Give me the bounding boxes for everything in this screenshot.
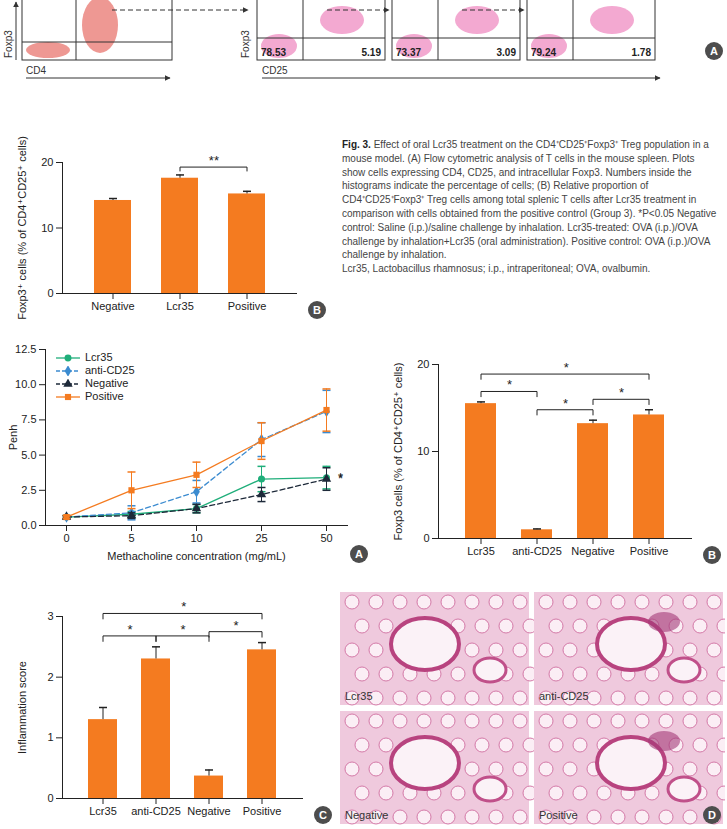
svg-text:Lcr35: Lcr35 — [345, 690, 373, 702]
svg-text:0: 0 — [47, 287, 53, 299]
svg-text:*: * — [338, 471, 343, 486]
svg-text:Negative: Negative — [571, 545, 614, 557]
html-text:Lcr35: Lcr35 — [85, 351, 113, 363]
svg-text:0: 0 — [47, 792, 53, 804]
svg-text:CD25: CD25 — [262, 65, 288, 76]
svg-text:Positive: Positive — [630, 545, 669, 557]
svg-text:Negative: Negative — [187, 805, 230, 817]
svg-text:Positive: Positive — [228, 300, 267, 312]
svg-text:3.09: 3.09 — [497, 47, 517, 58]
html-text:anti-CD25: anti-CD25 — [85, 364, 135, 376]
svg-text:anti-CD25: anti-CD25 — [539, 690, 589, 702]
svg-text:Foxp3: Foxp3 — [240, 30, 251, 58]
svg-text:20: 20 — [417, 358, 429, 370]
html-text:A: A — [710, 45, 718, 57]
svg-text:*: * — [180, 622, 185, 637]
svg-text:Foxp3 cells (% of CD4⁺CD25⁺ ce: Foxp3 cells (% of CD4⁺CD25⁺ cells) — [392, 363, 404, 541]
svg-text:Negative: Negative — [345, 809, 388, 821]
svg-text:Lcr35: Lcr35 — [166, 300, 194, 312]
svg-text:0: 0 — [423, 532, 429, 544]
svg-text:**: ** — [209, 153, 219, 168]
svg-text:78.53: 78.53 — [261, 47, 286, 58]
svg-text:anti-CD25: anti-CD25 — [512, 545, 562, 557]
svg-text:5.0: 5.0 — [21, 449, 36, 461]
html-text:C: C — [319, 809, 327, 821]
svg-text:5: 5 — [128, 532, 134, 544]
html-text:Negative: Negative — [85, 377, 129, 389]
svg-text:CD4: CD4 — [26, 65, 46, 76]
svg-text:Positive: Positive — [243, 805, 282, 817]
html-text:D: D — [708, 809, 716, 821]
svg-text:*: * — [181, 599, 186, 614]
svg-text:7.5: 7.5 — [21, 413, 36, 425]
svg-text:73.37: 73.37 — [396, 47, 421, 58]
svg-text:2: 2 — [47, 671, 53, 683]
svg-text:Foxp3⁺ cells (% of CD4⁺CD25⁺ c: Foxp3⁺ cells (% of CD4⁺CD25⁺ cells) — [16, 136, 28, 320]
svg-text:*: * — [563, 396, 568, 411]
html-text:B: B — [708, 549, 716, 561]
svg-text:Lcr35: Lcr35 — [89, 805, 117, 817]
svg-text:10.0: 10.0 — [15, 378, 36, 390]
html-text:Fig. 3. Effect of oral Lcr35 t: Fig. 3. Effect of oral Lcr35 treatment o… — [342, 139, 717, 261]
svg-text:Lcr35: Lcr35 — [467, 545, 495, 557]
svg-text:20: 20 — [41, 156, 53, 168]
html-text:Positive: Positive — [85, 390, 124, 402]
svg-text:50: 50 — [320, 532, 332, 544]
svg-text:Positive: Positive — [539, 809, 578, 821]
svg-text:0: 0 — [63, 532, 69, 544]
html-text:B: B — [313, 304, 321, 316]
html-text:A: A — [355, 548, 363, 560]
svg-text:Methacholine concentration (mg: Methacholine concentration (mg/mL) — [107, 550, 286, 562]
svg-text:Foxp3: Foxp3 — [3, 30, 14, 58]
svg-text:anti-CD25: anti-CD25 — [131, 805, 181, 817]
svg-text:*: * — [507, 377, 512, 392]
svg-text:1.78: 1.78 — [632, 47, 652, 58]
svg-text:10: 10 — [41, 222, 53, 234]
svg-text:Inflammation score: Inflammation score — [16, 661, 28, 754]
svg-text:*: * — [127, 622, 132, 637]
svg-text:79.24: 79.24 — [531, 47, 556, 58]
svg-text:*: * — [233, 618, 238, 633]
svg-text:*: * — [619, 385, 624, 400]
svg-text:0.0: 0.0 — [21, 519, 36, 531]
svg-text:10: 10 — [417, 445, 429, 457]
svg-text:2.5: 2.5 — [21, 484, 36, 496]
html-text:Lcr35, Lactobacillus rhamnosus: Lcr35, Lactobacillus rhamnosus; i.p., in… — [342, 263, 651, 275]
svg-text:*: * — [564, 360, 569, 375]
svg-text:10: 10 — [190, 532, 202, 544]
svg-text:Negative: Negative — [91, 300, 134, 312]
svg-text:3: 3 — [47, 610, 53, 622]
svg-text:12.5: 12.5 — [15, 343, 36, 355]
svg-text:Penh: Penh — [7, 425, 19, 451]
svg-text:1: 1 — [47, 731, 53, 743]
svg-text:5.19: 5.19 — [362, 47, 382, 58]
svg-text:25: 25 — [255, 532, 267, 544]
